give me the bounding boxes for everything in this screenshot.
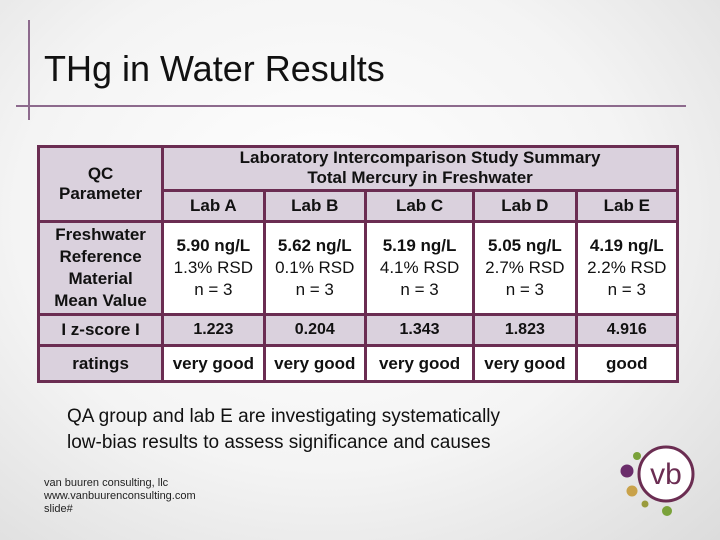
rsd-value: 0.1% RSD — [275, 258, 355, 278]
reference-label-line: Reference — [59, 247, 142, 267]
qc-parameter-header: QC Parameter — [40, 148, 162, 221]
reference-value-cell: 5.62 ng/L 0.1% RSD n = 3 — [265, 223, 364, 313]
footer-website: www.vanbuurenconsulting.com — [44, 490, 196, 502]
summary-title-line1: Laboratory Intercomparison Study Summary — [239, 148, 601, 168]
logo-dot-gold — [626, 485, 638, 497]
zscore-value: 1.223 — [164, 315, 263, 345]
logo-dot-green — [633, 452, 641, 460]
qc-header-line2: Parameter — [58, 184, 143, 204]
n-value: n = 3 — [607, 280, 646, 300]
n-value: n = 3 — [194, 280, 233, 300]
reference-value-cell: 5.05 ng/L 2.7% RSD n = 3 — [475, 223, 575, 313]
reference-value-cell: 5.90 ng/L 1.3% RSD n = 3 — [164, 223, 263, 313]
n-value: n = 3 — [295, 280, 334, 300]
mean-value: 5.19 ng/L — [382, 236, 457, 256]
rsd-value: 2.7% RSD — [485, 258, 565, 278]
logo-dot-purple — [620, 464, 634, 478]
title-horizontal-rule — [16, 105, 686, 107]
mean-value: 5.90 ng/L — [176, 236, 251, 256]
note-line1: QA group and lab E are investigating sys… — [67, 406, 501, 427]
title-vertical-rule — [28, 20, 30, 120]
zscore-row-label: I z-score I — [40, 315, 162, 345]
mean-value: 4.19 ng/L — [589, 236, 664, 256]
qc-header-line1: QC — [87, 164, 114, 184]
mean-value: 5.62 ng/L — [277, 236, 352, 256]
slide-title: THg in Water Results — [44, 48, 385, 89]
lab-header: Lab C — [366, 191, 473, 221]
rsd-value: 2.2% RSD — [587, 258, 667, 278]
zscore-value: 0.204 — [265, 315, 364, 345]
reference-label-line: Mean Value — [54, 291, 147, 311]
rating-value: very good — [366, 347, 473, 380]
rating-value: very good — [475, 347, 575, 380]
reference-label-line: Material — [68, 269, 133, 289]
n-value: n = 3 — [400, 280, 439, 300]
reference-label-line: Freshwater — [55, 225, 146, 245]
slide-footer: van buuren consulting, llc www.vanbuuren… — [44, 477, 196, 516]
mean-value: 5.05 ng/L — [488, 236, 562, 256]
logo-ring — [637, 445, 695, 503]
reference-value-cell: 5.19 ng/L 4.1% RSD n = 3 — [366, 223, 473, 313]
zscore-value: 1.823 — [475, 315, 575, 345]
lab-header: Lab B — [265, 191, 364, 221]
logo-dot-olive — [641, 500, 649, 508]
rsd-value: 1.3% RSD — [173, 258, 254, 278]
results-grid-table: QC Parameter Laboratory Intercomparison … — [37, 145, 679, 383]
summary-title-line2: Total Mercury in Freshwater — [307, 168, 533, 188]
rating-value: very good — [265, 347, 364, 380]
zscore-value: 4.916 — [577, 315, 676, 345]
lab-header: Lab A — [164, 191, 263, 221]
logo-text: vb — [650, 458, 682, 491]
logo-dot-green-bottom — [662, 506, 672, 516]
lab-header: Lab E — [577, 191, 676, 221]
rsd-value: 4.1% RSD — [379, 258, 460, 278]
rating-value: very good — [164, 347, 263, 380]
results-grid: QC Parameter Laboratory Intercomparison … — [37, 145, 679, 383]
footer-slide-number: slide# — [44, 503, 73, 515]
results-note: QA group and lab E are investigating sys… — [67, 404, 500, 456]
ratings-row-label: ratings — [40, 347, 162, 380]
n-value: n = 3 — [505, 280, 544, 300]
lab-header: Lab D — [475, 191, 575, 221]
vb-logo-icon: vb — [620, 445, 695, 516]
reference-row-label: Freshwater Reference Material Mean Value — [40, 223, 162, 313]
reference-value-cell: 4.19 ng/L 2.2% RSD n = 3 — [577, 223, 676, 313]
study-summary-title: Laboratory Intercomparison Study Summary… — [164, 148, 676, 189]
zscore-value: 1.343 — [366, 315, 473, 345]
rating-value: good — [577, 347, 676, 380]
footer-company: van buuren consulting, llc — [44, 477, 169, 489]
note-line2: low-bias results to assess significance … — [67, 432, 491, 453]
